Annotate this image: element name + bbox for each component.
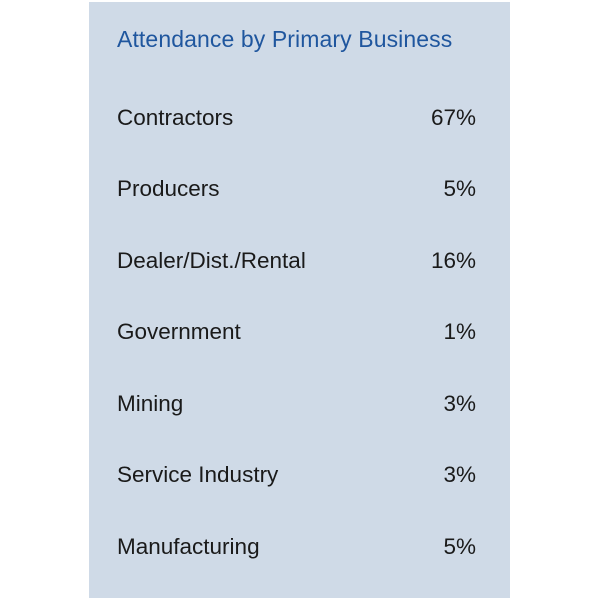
- row-value: 3%: [443, 390, 476, 416]
- table-row: Contractors 67%: [117, 82, 476, 154]
- row-value: 5%: [443, 533, 476, 559]
- attendance-table: Contractors 67% Producers 5% Dealer/Dist…: [117, 82, 476, 583]
- row-label: Dealer/Dist./Rental: [117, 247, 306, 273]
- table-row: Service Industry 3%: [117, 440, 476, 512]
- table-row: Government 1%: [117, 297, 476, 369]
- attendance-panel: Attendance by Primary Business Contracto…: [89, 2, 510, 598]
- row-label: Mining: [117, 390, 184, 416]
- row-label: Producers: [117, 176, 220, 202]
- row-value: 16%: [430, 247, 476, 273]
- table-row: Producers 5%: [117, 154, 476, 226]
- panel-title: Attendance by Primary Business: [117, 26, 453, 52]
- row-label: Contractors: [117, 104, 234, 130]
- table-row: Mining 3%: [117, 368, 476, 440]
- table-row: Dealer/Dist./Rental 16%: [117, 225, 476, 297]
- row-label: Service Industry: [117, 462, 279, 488]
- table-row: Manufacturing 5%: [117, 511, 476, 583]
- row-value: 1%: [443, 319, 476, 345]
- row-value: 5%: [443, 176, 476, 202]
- row-value: 3%: [443, 462, 476, 488]
- row-label: Government: [117, 319, 241, 345]
- row-value: 67%: [430, 104, 476, 130]
- row-label: Manufacturing: [117, 533, 260, 559]
